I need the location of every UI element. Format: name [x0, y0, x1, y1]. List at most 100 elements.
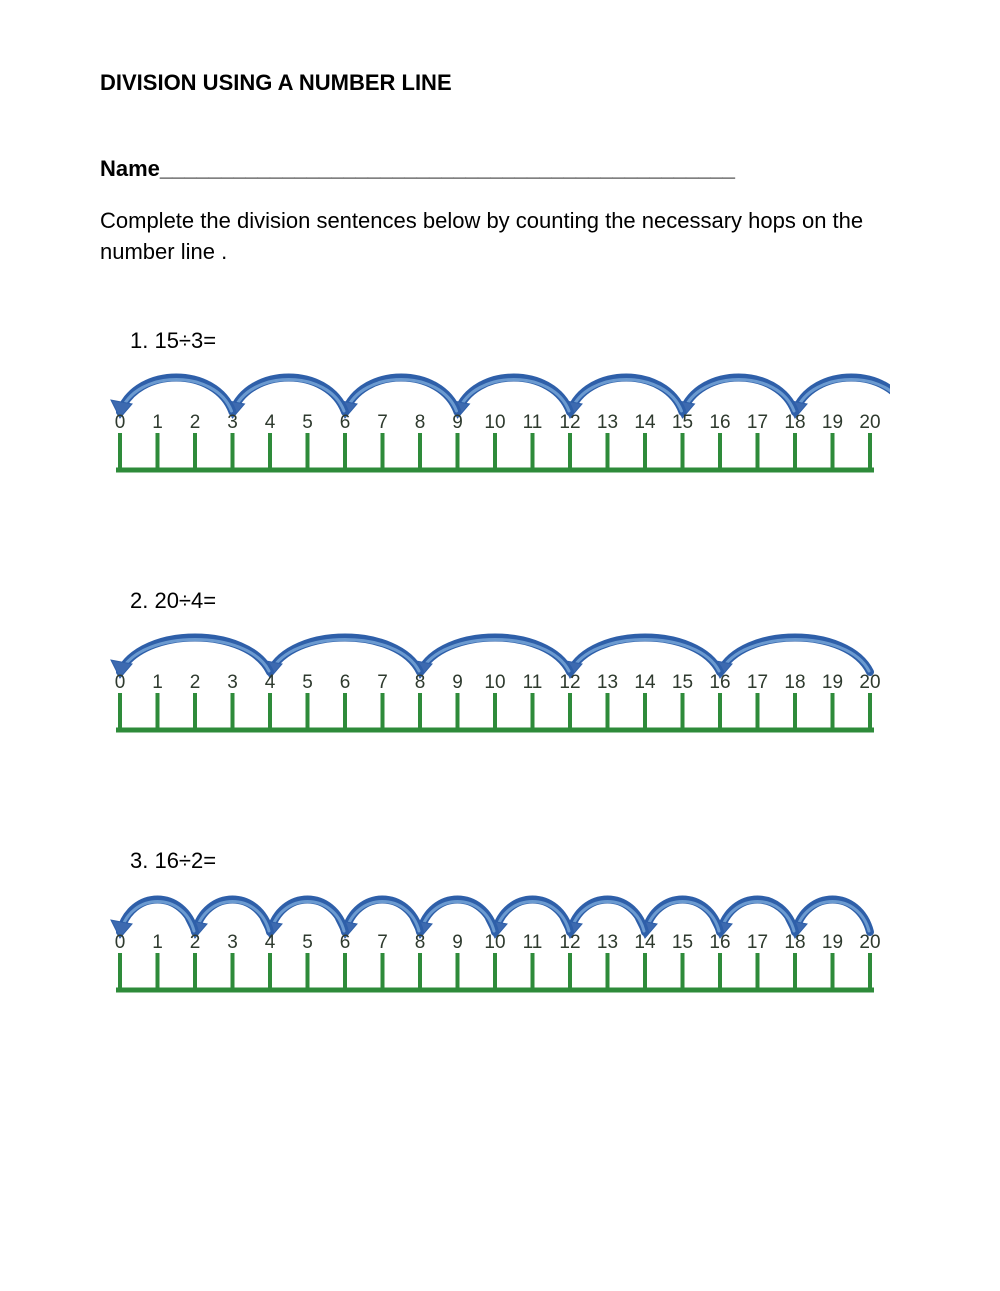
tick-label: 16	[709, 932, 730, 953]
tick-label: 7	[377, 412, 388, 433]
hop-arc	[720, 899, 795, 931]
tick-label: 19	[822, 932, 843, 953]
tick-label: 20	[859, 672, 880, 693]
tick-label: 8	[415, 672, 426, 693]
hop-arc	[195, 899, 270, 931]
tick-label: 20	[859, 932, 880, 953]
tick-label: 5	[302, 932, 313, 953]
hop-arc-highlight	[121, 379, 232, 411]
tick-labels: 01234567891011121314151617181920	[115, 932, 881, 953]
tick-label: 16	[709, 672, 730, 693]
tick-label: 7	[377, 932, 388, 953]
tick-label: 19	[822, 412, 843, 433]
tick-label: 10	[484, 672, 505, 693]
tick-label: 13	[597, 412, 618, 433]
tick-label: 10	[484, 932, 505, 953]
tick-label: 0	[115, 932, 126, 953]
tick-label: 4	[265, 672, 276, 693]
problem-label: 3. 16÷2=	[130, 848, 920, 874]
page-title: DIVISION USING A NUMBER LINE	[100, 70, 920, 96]
problem-label: 2. 20÷4=	[130, 588, 920, 614]
hop-arc	[570, 899, 645, 931]
problem: 1. 15÷3=01234567891011121314151617181920	[100, 328, 920, 498]
tick-label: 12	[559, 672, 580, 693]
tick-label: 15	[672, 412, 693, 433]
name-line: Name____________________________________…	[100, 156, 920, 182]
number-line: 01234567891011121314151617181920	[100, 878, 890, 1018]
tick-label: 12	[559, 412, 580, 433]
tick-label: 20	[859, 412, 880, 433]
tick-label: 8	[415, 412, 426, 433]
tick-label: 12	[559, 932, 580, 953]
hop-arc	[795, 899, 870, 931]
tick-label: 17	[747, 412, 768, 433]
number-line: 01234567891011121314151617181920	[100, 618, 890, 758]
worksheet-page: DIVISION USING A NUMBER LINE Name_______…	[0, 0, 1000, 1018]
hop-arc	[420, 637, 570, 672]
tick-label: 19	[822, 672, 843, 693]
hop-arc	[120, 637, 270, 672]
number-line: 01234567891011121314151617181920	[100, 358, 890, 498]
hop-arc-highlight	[721, 639, 869, 671]
tick-label: 1	[152, 932, 163, 953]
hop-arc	[420, 899, 495, 931]
hop-arc	[458, 377, 571, 412]
problem-label: 1. 15÷3=	[130, 328, 920, 354]
hop-arc	[645, 899, 720, 931]
problem: 2. 20÷4=01234567891011121314151617181920	[100, 588, 920, 758]
tick-label: 9	[452, 932, 463, 953]
ticks	[120, 953, 870, 990]
tick-label: 0	[115, 412, 126, 433]
hop-arc	[345, 377, 458, 412]
hop-arc	[570, 637, 720, 672]
tick-label: 6	[340, 932, 351, 953]
tick-label: 5	[302, 412, 313, 433]
hop-arc-highlight	[571, 379, 682, 411]
tick-label: 4	[265, 412, 276, 433]
hop-arc	[720, 637, 870, 672]
tick-label: 17	[747, 672, 768, 693]
hop-arc	[270, 637, 420, 672]
tick-label: 5	[302, 672, 313, 693]
tick-label: 1	[152, 672, 163, 693]
hop-arc-highlight	[684, 379, 795, 411]
tick-label: 17	[747, 932, 768, 953]
tick-label: 11	[523, 932, 543, 953]
tick-label: 15	[672, 672, 693, 693]
tick-label: 16	[709, 412, 730, 433]
tick-label: 0	[115, 672, 126, 693]
hop-arc	[495, 899, 570, 931]
hop-arc	[120, 377, 233, 412]
tick-label: 11	[523, 672, 543, 693]
tick-label: 2	[190, 932, 201, 953]
hop-arc	[683, 377, 796, 412]
tick-label: 7	[377, 672, 388, 693]
name-label: Name	[100, 156, 160, 181]
tick-label: 2	[190, 412, 201, 433]
tick-label: 14	[634, 412, 656, 433]
hop-arc-highlight	[571, 639, 719, 671]
tick-label: 18	[784, 412, 805, 433]
tick-label: 11	[523, 412, 543, 433]
tick-labels: 01234567891011121314151617181920	[115, 412, 881, 433]
tick-label: 8	[415, 932, 426, 953]
tick-label: 3	[227, 932, 238, 953]
ticks	[120, 433, 870, 470]
tick-label: 9	[452, 672, 463, 693]
hop-arc-highlight	[234, 379, 345, 411]
hop-arc	[233, 377, 346, 412]
tick-label: 1	[152, 412, 163, 433]
tick-label: 13	[597, 932, 618, 953]
problems-container: 1. 15÷3=01234567891011121314151617181920…	[100, 328, 920, 1018]
tick-label: 2	[190, 672, 201, 693]
hop-arc-highlight	[459, 379, 570, 411]
tick-label: 14	[634, 672, 656, 693]
problem: 3. 16÷2=01234567891011121314151617181920	[100, 848, 920, 1018]
tick-label: 6	[340, 412, 351, 433]
hop-arc	[120, 899, 195, 931]
name-underline: ________________________________________…	[160, 156, 735, 181]
tick-label: 18	[784, 932, 805, 953]
hop-arc-highlight	[346, 379, 457, 411]
tick-label: 18	[784, 672, 805, 693]
hop-arc-highlight	[121, 639, 269, 671]
